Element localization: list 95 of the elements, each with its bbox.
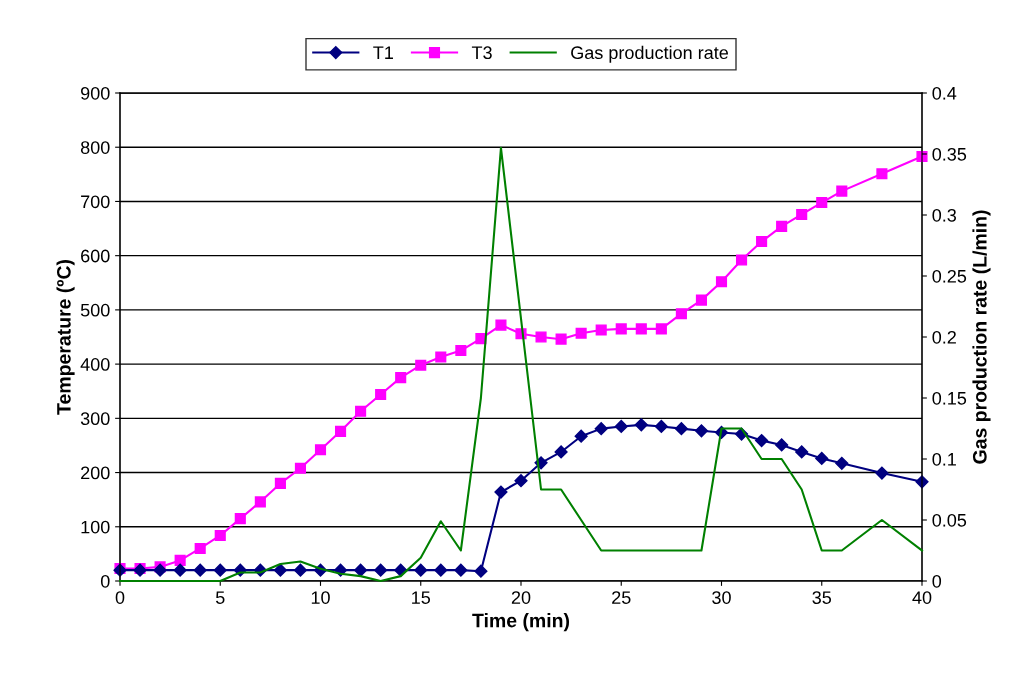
x-tick-label: 20 [511,591,531,604]
y-tick-label: 700 [81,195,110,209]
point [575,327,587,339]
point [414,563,428,577]
point [214,529,226,542]
point [273,563,287,577]
y-tick-label: 100 [81,520,110,534]
point [374,563,388,577]
y-tick-label: 400 [80,358,110,371]
point [635,323,647,335]
point [654,419,668,434]
x-tick-label: 25 [612,591,631,604]
y2-tick-label: 0.1 [932,452,956,466]
point [535,331,547,343]
x-axis-title: Time (min) [472,613,570,632]
point [174,554,186,566]
x-tick-label: 10 [311,591,330,604]
point [434,563,448,577]
point [755,433,769,448]
legend-label: T1 [373,46,393,59]
point [776,220,788,232]
point [293,563,308,577]
y-axis-title: Temperature (ºC) [56,260,75,415]
point [795,445,809,459]
y2-tick-label: 0.3 [932,208,957,222]
point [594,422,608,436]
y-tick-label: 0 [100,574,110,588]
point [474,564,488,578]
x-tick-label: 35 [812,591,832,604]
y-tick-label: 200 [81,466,110,480]
point [495,319,507,331]
x-tick-label: 5 [215,591,225,604]
y-tick-label: 600 [81,249,110,263]
point [494,485,508,499]
point [875,466,889,480]
point [634,418,648,432]
point [435,351,447,363]
y-tick-label: 900 [81,86,110,100]
point [314,444,327,456]
point [674,422,688,436]
point [274,477,286,489]
point [816,196,828,209]
y2-tick-label: 0 [932,574,942,588]
point [836,185,848,197]
point [234,513,246,525]
y2-axis-title: Gas production rate (L/min) [972,210,991,464]
point [695,294,708,306]
point [514,474,528,488]
point [735,254,748,266]
y2-tick-label: 0.25 [932,269,967,283]
point [796,208,808,221]
point [615,323,627,335]
point [554,445,568,459]
point [455,344,467,357]
y2-tick-label: 0.4 [932,86,957,100]
point [334,425,347,437]
point [153,563,167,577]
y2-tick-label: 0.35 [932,147,967,161]
y-tick-label: 800 [80,141,110,154]
point [815,451,829,466]
point [254,496,266,508]
point [213,563,227,577]
point [595,324,607,336]
legend-label: Gas production rate [571,45,728,63]
legend-label: T3 [471,46,492,60]
x-tick-label: 40 [912,591,932,604]
y2-tick-label: 0.15 [932,391,967,405]
x-tick-label: 15 [412,591,431,604]
point [355,405,367,417]
point [876,168,888,180]
point [655,323,667,335]
point [294,462,307,474]
point [574,429,588,443]
y2-tick-label: 0.2 [932,330,956,344]
point [694,424,709,438]
point [756,236,768,248]
point [395,372,407,384]
point [194,542,206,555]
y-tick-label: 500 [80,303,110,317]
point [193,563,207,577]
point [415,359,427,371]
point [675,308,687,320]
point [173,563,187,577]
x-tick-label: 30 [712,591,731,604]
point [555,333,567,345]
y2-tick-label: 0.05 [932,513,967,527]
point [715,276,728,288]
point [775,438,789,452]
point [454,563,468,577]
point [614,419,628,434]
point [354,563,368,577]
point [835,456,849,470]
y-tick-label: 300 [80,412,110,426]
x-tick-label: 0 [115,591,125,604]
point [375,388,387,401]
